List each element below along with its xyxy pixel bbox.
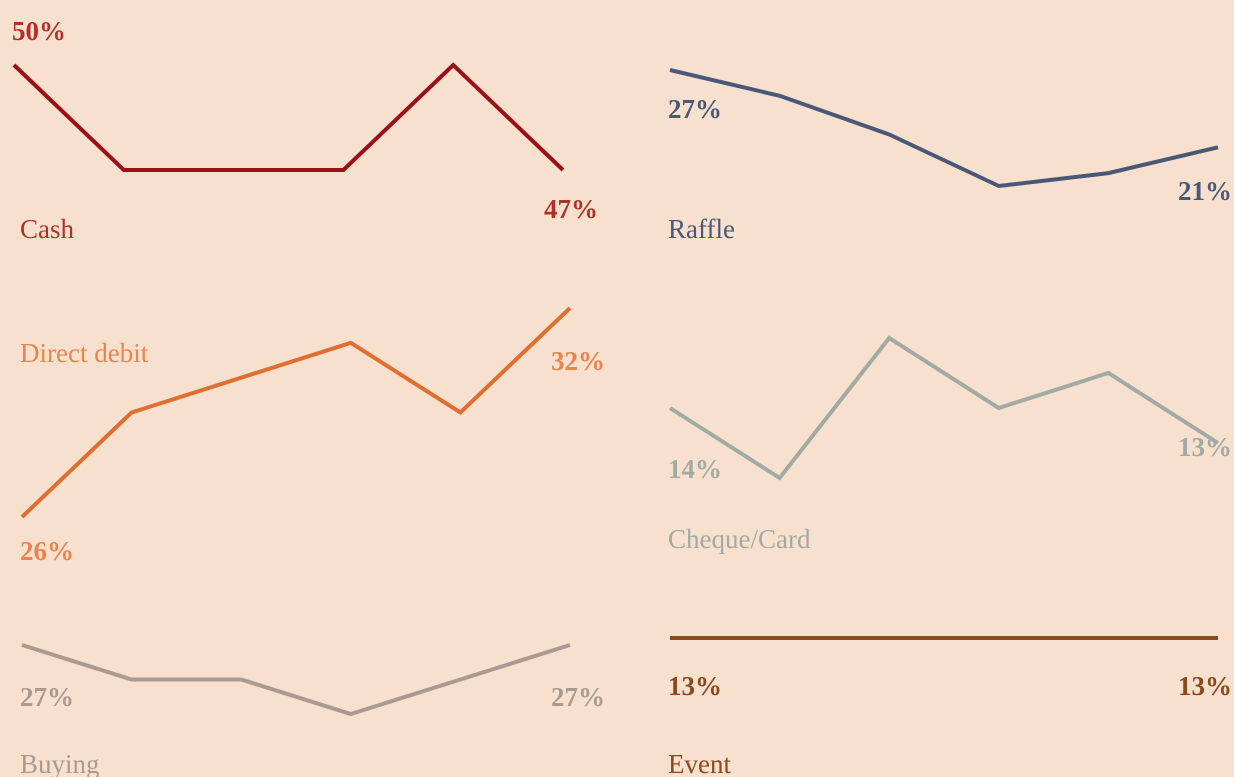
series-name: Raffle [668, 214, 735, 244]
line [21, 643, 571, 717]
line [12, 62, 565, 172]
value-label: 47% [544, 194, 598, 224]
series-name: Cheque/Card [668, 524, 811, 554]
series-name: Direct debit [20, 338, 149, 368]
line [669, 68, 1219, 189]
series-name: Buying [20, 749, 100, 777]
value-label: 27% [20, 682, 74, 712]
value-label: 13% [668, 671, 722, 701]
series-name: Event [668, 749, 731, 777]
value-label: 21% [1178, 176, 1232, 206]
value-label: 13% [1178, 432, 1232, 462]
value-label: 27% [668, 94, 722, 124]
value-label: 32% [551, 346, 605, 376]
value-label: 26% [20, 536, 74, 566]
value-label: 27% [551, 682, 605, 712]
value-label: 13% [1178, 671, 1232, 701]
value-label: 14% [668, 454, 722, 484]
series-name: Cash [20, 214, 75, 244]
line [20, 306, 572, 519]
line [668, 335, 1220, 481]
value-label: 50% [12, 16, 66, 46]
